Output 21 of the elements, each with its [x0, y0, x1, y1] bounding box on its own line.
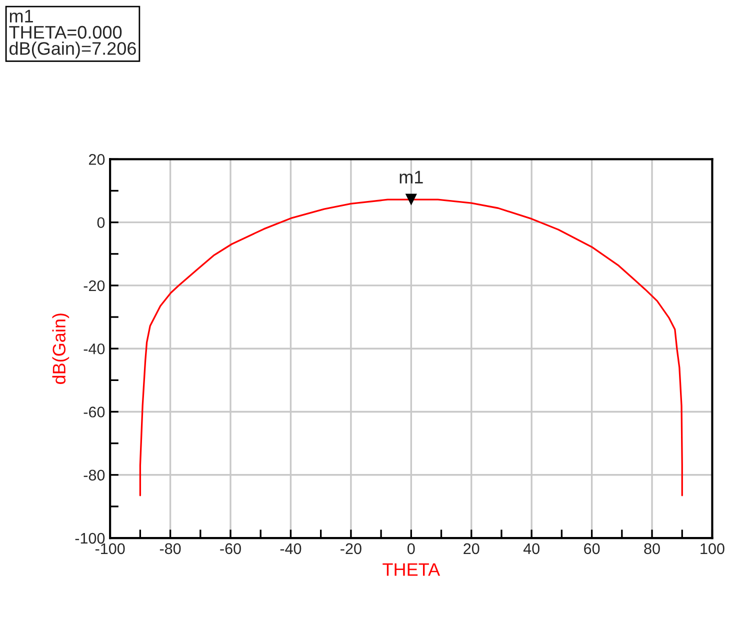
- y-tick-label: -60: [84, 406, 105, 418]
- y-tick-label: -100: [75, 532, 105, 544]
- x-tick-label: -80: [160, 543, 181, 554]
- x-tick-label: 100: [700, 543, 724, 554]
- x-tick-label: -60: [220, 543, 241, 554]
- y-tick-label: -20: [84, 280, 105, 292]
- x-tick-label: 20: [464, 543, 480, 554]
- x-tick-label: 80: [644, 543, 660, 554]
- x-axis-title: THETA: [382, 563, 440, 576]
- y-axis-title: dB(Gain): [52, 314, 70, 384]
- y-tick-label: -80: [84, 470, 105, 481]
- y-tick-label: 20: [88, 154, 105, 165]
- x-tick-label: 0: [408, 543, 415, 554]
- annotation: m1: [400, 170, 423, 184]
- x-tick-label: 60: [584, 543, 600, 554]
- x-tick-label: 40: [523, 543, 540, 554]
- x-tick-label: -40: [280, 543, 302, 554]
- text: m1 THETA=0.000 dB(Gain)=7.206: [9, 10, 136, 58]
- y-tick-label: 0: [97, 217, 105, 228]
- y-tick-label: -40: [84, 343, 105, 354]
- x-tick-label: -20: [340, 543, 362, 554]
